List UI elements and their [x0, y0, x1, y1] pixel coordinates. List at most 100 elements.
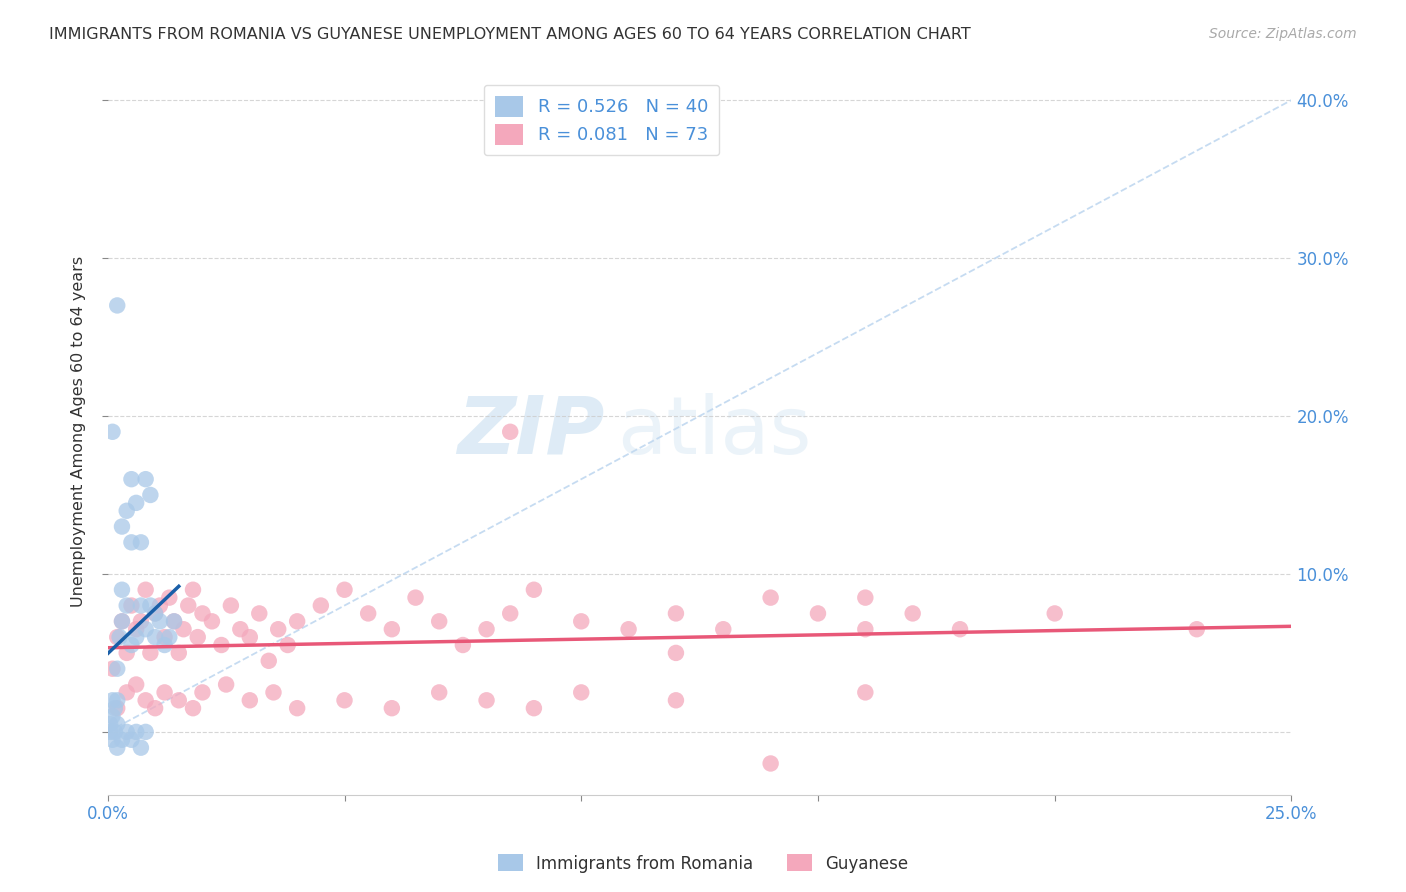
Point: [499, 607, 522, 621]
Point: [111, 615, 134, 629]
Point: [115, 599, 138, 613]
Y-axis label: Unemployment Among Ages 60 to 64 years: Unemployment Among Ages 60 to 64 years: [72, 256, 86, 607]
Point: [617, 622, 640, 636]
Point: [173, 622, 195, 636]
Point: [115, 504, 138, 518]
Point: [101, 732, 124, 747]
Point: [239, 693, 262, 707]
Point: [451, 638, 474, 652]
Point: [115, 685, 138, 699]
Point: [499, 425, 522, 439]
Point: [201, 615, 224, 629]
Point: [129, 599, 152, 613]
Point: [285, 615, 308, 629]
Point: [139, 488, 162, 502]
Point: [120, 638, 142, 652]
Point: [111, 732, 134, 747]
Point: [257, 654, 280, 668]
Point: [177, 599, 200, 613]
Point: [475, 693, 498, 707]
Point: [157, 630, 180, 644]
Point: [711, 622, 734, 636]
Text: Source: ZipAtlas.com: Source: ZipAtlas.com: [1209, 27, 1357, 41]
Point: [665, 607, 688, 621]
Point: [357, 607, 380, 621]
Point: [105, 693, 128, 707]
Point: [475, 622, 498, 636]
Point: [101, 693, 124, 707]
Point: [105, 662, 128, 676]
Point: [215, 677, 238, 691]
Point: [135, 622, 157, 636]
Point: [104, 701, 127, 715]
Point: [309, 599, 332, 613]
Point: [125, 622, 148, 636]
Point: [105, 701, 128, 715]
Legend: R = 0.526   N = 40, R = 0.081   N = 73: R = 0.526 N = 40, R = 0.081 N = 73: [484, 85, 718, 155]
Point: [523, 701, 546, 715]
Point: [759, 591, 782, 605]
Point: [139, 646, 162, 660]
Point: [153, 638, 176, 652]
Point: [901, 607, 924, 621]
Point: [1185, 622, 1208, 636]
Point: [167, 646, 190, 660]
Point: [191, 607, 214, 621]
Point: [120, 535, 142, 549]
Point: [405, 591, 427, 605]
Point: [143, 630, 166, 644]
Text: ZIP: ZIP: [457, 392, 605, 471]
Point: [569, 615, 592, 629]
Point: [853, 685, 876, 699]
Text: atlas: atlas: [617, 392, 811, 471]
Point: [105, 717, 128, 731]
Legend: Immigrants from Romania, Guyanese: Immigrants from Romania, Guyanese: [491, 847, 915, 880]
Point: [125, 677, 148, 691]
Point: [129, 535, 152, 549]
Point: [115, 646, 138, 660]
Point: [219, 599, 242, 613]
Point: [143, 607, 166, 621]
Point: [427, 685, 450, 699]
Point: [135, 724, 157, 739]
Point: [163, 615, 186, 629]
Point: [139, 599, 162, 613]
Point: [135, 582, 157, 597]
Point: [98, 717, 121, 731]
Point: [427, 615, 450, 629]
Point: [333, 693, 356, 707]
Point: [143, 607, 166, 621]
Point: [101, 425, 124, 439]
Point: [853, 622, 876, 636]
Point: [129, 740, 152, 755]
Point: [807, 607, 830, 621]
Point: [105, 298, 128, 312]
Point: [105, 740, 128, 755]
Point: [267, 622, 290, 636]
Point: [569, 685, 592, 699]
Point: [108, 630, 131, 644]
Point: [191, 685, 214, 699]
Point: [277, 638, 299, 652]
Point: [101, 662, 124, 676]
Point: [665, 693, 688, 707]
Point: [163, 615, 186, 629]
Point: [104, 724, 127, 739]
Point: [149, 599, 172, 613]
Point: [759, 756, 782, 771]
Point: [149, 615, 172, 629]
Point: [1043, 607, 1066, 621]
Point: [153, 630, 176, 644]
Point: [157, 591, 180, 605]
Point: [209, 638, 232, 652]
Point: [187, 630, 209, 644]
Point: [239, 630, 262, 644]
Point: [665, 646, 688, 660]
Point: [120, 599, 142, 613]
Point: [263, 685, 285, 699]
Point: [125, 630, 148, 644]
Point: [153, 685, 176, 699]
Point: [853, 591, 876, 605]
Point: [98, 724, 121, 739]
Point: [381, 701, 404, 715]
